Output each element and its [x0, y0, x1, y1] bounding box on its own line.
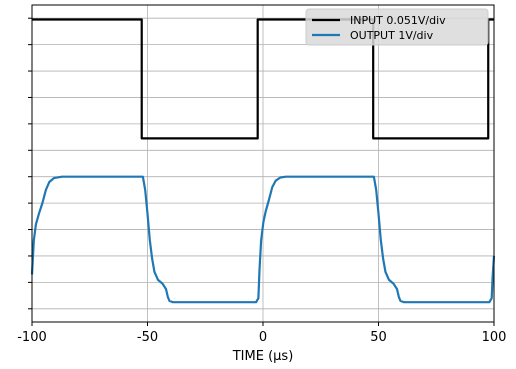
x-tick-label: -100 [17, 330, 47, 345]
ticks: -100 -50 0 50 100 [17, 17, 507, 345]
x-tick-label: 50 [370, 330, 387, 345]
x-axis-label: TIME (µs) [232, 349, 294, 364]
legend-label: OUTPUT 1V/div [350, 29, 434, 42]
output-series-line [30, 175, 496, 304]
legend: INPUT 0.051V/div OUTPUT 1V/div [305, 8, 489, 46]
grid [31, 5, 495, 322]
x-tick-label: 100 [482, 330, 507, 345]
legend-label: INPUT 0.051V/div [350, 14, 446, 27]
x-tick-label: 0 [259, 330, 267, 345]
legend-box [305, 8, 489, 46]
x-tick-label: -50 [137, 330, 158, 345]
